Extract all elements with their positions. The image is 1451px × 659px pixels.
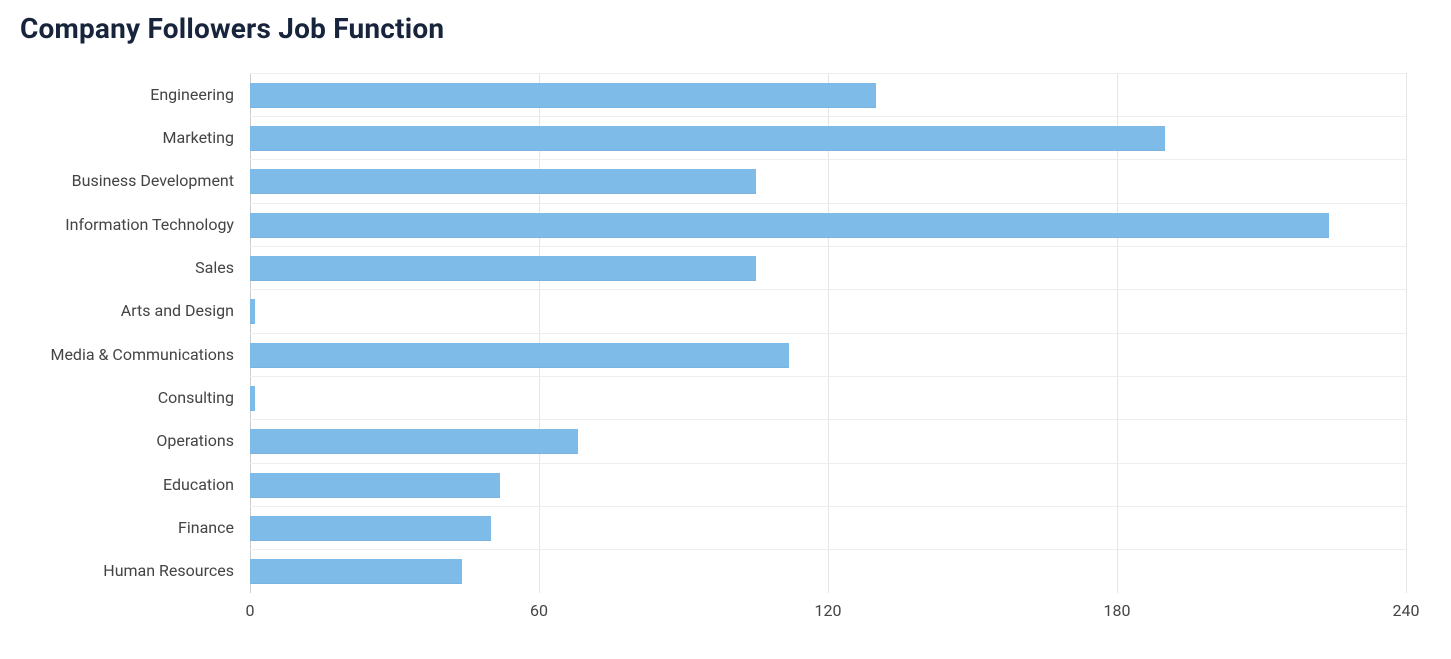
y-tick-label: Business Development <box>20 169 242 193</box>
y-tick-label: Sales <box>20 256 242 280</box>
row-separator <box>250 246 1406 247</box>
row-separator <box>250 419 1406 420</box>
row-separator <box>250 159 1406 160</box>
plot-area <box>250 73 1406 593</box>
chart-container: Company Followers Job Function Engineeri… <box>0 0 1451 659</box>
bar[interactable] <box>250 343 789 368</box>
y-tick-label: Education <box>20 473 242 497</box>
x-axis-labels: 060120180240 <box>250 601 1406 623</box>
y-tick-label: Human Resources <box>20 559 242 583</box>
bar-row <box>250 213 1406 237</box>
row-separator <box>250 116 1406 117</box>
bar-row <box>250 299 1406 323</box>
bar[interactable] <box>250 256 756 281</box>
bar-row <box>250 559 1406 583</box>
row-separator <box>250 203 1406 204</box>
row-separator <box>250 463 1406 464</box>
bar-row <box>250 429 1406 453</box>
y-tick-label: Marketing <box>20 126 242 150</box>
bar[interactable] <box>250 126 1165 151</box>
y-tick-label: Engineering <box>20 83 242 107</box>
chart-area: Engineering Marketing Business Development… <box>20 63 1431 623</box>
bar-row <box>250 169 1406 193</box>
gridline <box>1406 73 1407 593</box>
bar[interactable] <box>250 169 756 194</box>
bar-row <box>250 83 1406 107</box>
row-separator <box>250 549 1406 550</box>
row-separator <box>250 506 1406 507</box>
x-tick-label: 0 <box>246 601 255 620</box>
bar-row <box>250 473 1406 497</box>
bar-row <box>250 343 1406 367</box>
x-tick-label: 180 <box>1104 601 1131 620</box>
y-tick-label: Information Technology <box>20 213 242 237</box>
bar[interactable] <box>250 473 500 498</box>
y-axis-labels: Engineering Marketing Business Development… <box>20 73 242 593</box>
bar-row <box>250 126 1406 150</box>
x-tick-label: 60 <box>530 601 548 620</box>
row-separator <box>250 73 1406 74</box>
bar[interactable] <box>250 386 255 411</box>
bar[interactable] <box>250 559 462 584</box>
bar[interactable] <box>250 299 255 324</box>
row-separator <box>250 333 1406 334</box>
y-tick-label: Arts and Design <box>20 299 242 323</box>
x-tick-label: 240 <box>1393 601 1420 620</box>
x-tick-label: 120 <box>815 601 842 620</box>
row-separator <box>250 289 1406 290</box>
row-separator <box>250 376 1406 377</box>
bar[interactable] <box>250 213 1329 238</box>
bar[interactable] <box>250 429 578 454</box>
bar-row <box>250 256 1406 280</box>
bar[interactable] <box>250 83 876 108</box>
y-tick-label: Media & Communications <box>20 343 242 367</box>
chart-title: Company Followers Job Function <box>20 12 1431 45</box>
bar[interactable] <box>250 516 491 541</box>
y-tick-label: Finance <box>20 516 242 540</box>
bar-row <box>250 516 1406 540</box>
y-tick-label: Operations <box>20 429 242 453</box>
y-tick-label: Consulting <box>20 386 242 410</box>
bar-row <box>250 386 1406 410</box>
bars-group <box>250 73 1406 593</box>
